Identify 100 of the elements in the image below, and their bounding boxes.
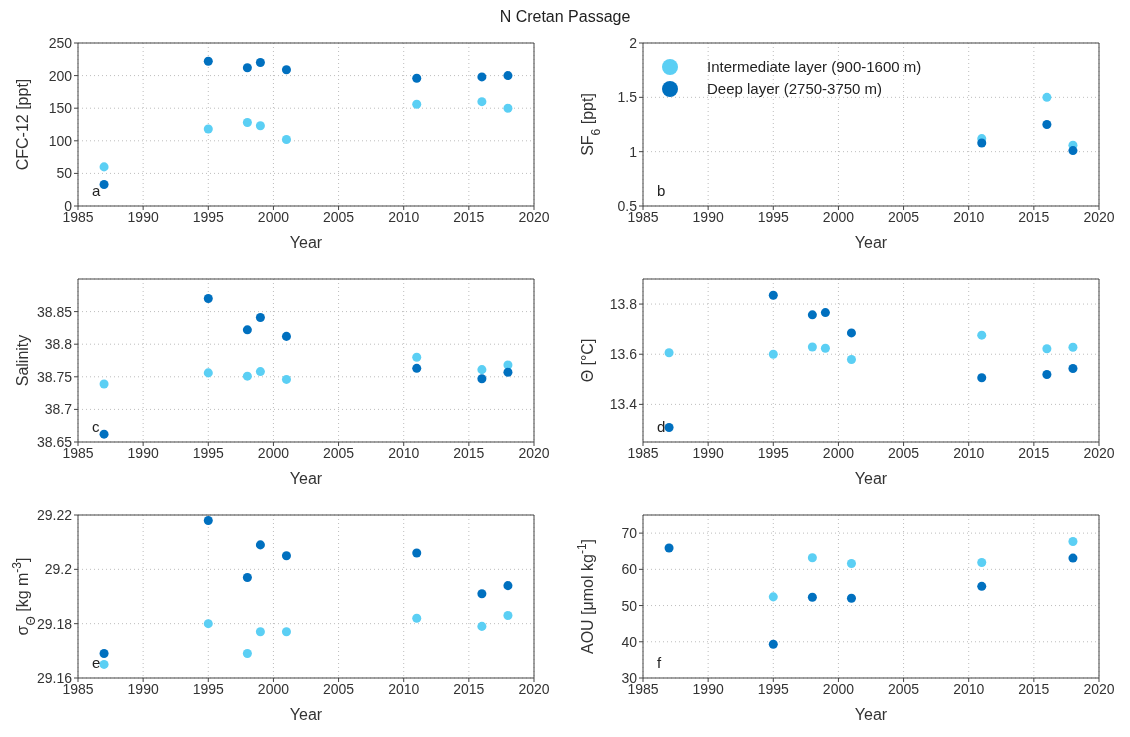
- point: [1042, 119, 1052, 130]
- y-tick-label: 29.2: [44, 561, 73, 578]
- y-tick-label: 38.75: [36, 368, 73, 385]
- x-tick-label: 2000: [257, 680, 290, 697]
- point: [412, 363, 422, 373]
- point: [1042, 344, 1052, 354]
- x-axis-title: Year: [289, 234, 323, 251]
- y-tick-label: 38.7: [44, 401, 73, 418]
- point: [255, 540, 265, 550]
- point: [242, 371, 252, 381]
- point: [477, 72, 487, 82]
- x-axis-title: Year: [289, 470, 323, 487]
- y-tick-label: 50: [56, 165, 73, 182]
- legend-label: Deep layer (2750-3750 m): [707, 79, 883, 99]
- x-tick-label: 1995: [757, 444, 790, 461]
- point: [281, 134, 291, 144]
- y-tick-label: 13.8: [609, 296, 638, 313]
- point: [768, 290, 778, 300]
- x-tick-label: 2010: [953, 208, 985, 225]
- point: [768, 639, 778, 649]
- point: [503, 367, 513, 377]
- point: [242, 325, 252, 335]
- x-axis-title: Year: [854, 234, 888, 251]
- point: [1068, 342, 1078, 352]
- point: [203, 515, 213, 525]
- point: [255, 58, 265, 68]
- x-tick-label: 2015: [1018, 208, 1050, 225]
- x-tick-label: 2010: [953, 444, 985, 461]
- point: [99, 649, 109, 659]
- x-tick-label: 1985: [627, 444, 659, 461]
- point: [807, 592, 817, 602]
- point: [807, 553, 817, 563]
- x-tick-label: 2020: [1083, 208, 1115, 225]
- x-tick-label: 2010: [388, 680, 420, 697]
- point: [255, 367, 265, 377]
- point: [242, 572, 252, 582]
- x-tick-label: 2005: [887, 208, 920, 225]
- annotation: d: [657, 418, 666, 435]
- y-tick-label: 29.22: [36, 506, 73, 523]
- point: [1068, 364, 1078, 374]
- point: [503, 103, 513, 113]
- point: [99, 379, 109, 389]
- point: [242, 63, 252, 73]
- y-tick-label: 38.8: [44, 336, 73, 353]
- point: [1068, 553, 1078, 563]
- point: [977, 373, 987, 383]
- point: [255, 312, 265, 322]
- x-tick-label: 2020: [518, 208, 550, 225]
- x-tick-label: 2015: [453, 444, 485, 461]
- x-tick-label: 1995: [192, 444, 225, 461]
- y-axis-title: CFC-12 [ppt]: [14, 78, 31, 171]
- point: [203, 368, 213, 378]
- point: [664, 422, 674, 432]
- x-tick-label: 2000: [257, 208, 290, 225]
- y-tick-label: 2: [629, 34, 638, 51]
- x-tick-label: 2020: [1083, 680, 1115, 697]
- point: [255, 627, 265, 637]
- point: [1068, 146, 1078, 156]
- x-tick-label: 2000: [822, 208, 855, 225]
- point: [664, 348, 674, 358]
- x-tick-label: 2020: [1083, 444, 1115, 461]
- x-tick-label: 1990: [127, 208, 159, 225]
- y-tick-label: 29.18: [36, 615, 73, 632]
- point: [412, 548, 422, 558]
- point: [664, 543, 674, 553]
- point: [846, 559, 856, 569]
- point: [203, 619, 213, 629]
- point: [807, 310, 817, 320]
- point: [242, 649, 252, 659]
- x-axis-title: Year: [854, 470, 888, 487]
- point: [477, 97, 487, 107]
- x-axis-title: Year: [854, 706, 888, 723]
- point: [99, 429, 109, 439]
- point: [820, 308, 830, 318]
- point: [477, 621, 487, 631]
- x-tick-label: 1990: [692, 208, 724, 225]
- x-tick-label: 2000: [257, 444, 290, 461]
- point: [846, 328, 856, 338]
- point: [977, 557, 987, 567]
- x-tick-label: 2015: [453, 680, 485, 697]
- point: [820, 343, 830, 353]
- point: [281, 65, 291, 75]
- point: [412, 613, 422, 623]
- point: [503, 581, 513, 591]
- y-tick-label: 70: [621, 525, 638, 542]
- point: [99, 162, 109, 172]
- annotation: a: [92, 182, 101, 199]
- annotation: f: [657, 654, 662, 671]
- point: [977, 330, 987, 340]
- x-tick-label: 2010: [388, 444, 420, 461]
- x-tick-label: 2005: [322, 444, 355, 461]
- y-tick-label: 100: [48, 132, 73, 149]
- x-tick-label: 2005: [322, 680, 355, 697]
- x-tick-label: 2000: [822, 444, 855, 461]
- point: [1042, 92, 1052, 102]
- legend-label: Intermediate layer (900-1600 m): [707, 57, 922, 77]
- point: [281, 551, 291, 561]
- y-tick-label: 1.5: [617, 89, 638, 106]
- x-tick-label: 1990: [692, 680, 724, 697]
- point: [846, 593, 856, 603]
